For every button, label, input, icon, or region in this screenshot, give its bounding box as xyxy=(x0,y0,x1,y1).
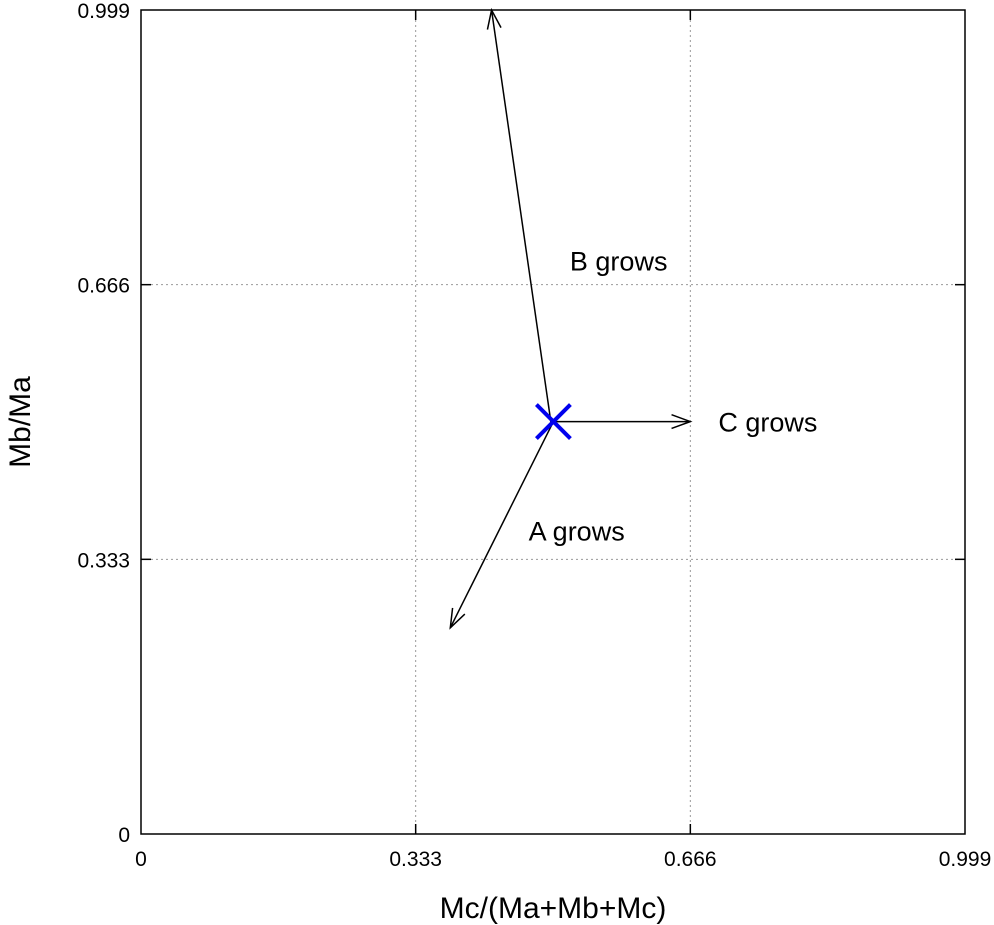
a-grows-arrow-line xyxy=(449,421,555,629)
point-marker-stroke xyxy=(534,403,572,441)
axis-ticks xyxy=(141,10,965,834)
y-axis-label: Mb/Ma xyxy=(4,376,37,468)
x-tick-labels: 0 0.333 0.666 0.999 xyxy=(135,848,991,871)
plot-frame xyxy=(140,9,966,835)
a-grows-arrow-head xyxy=(449,607,466,630)
y-tick-label: 0.333 xyxy=(77,549,130,572)
data-point xyxy=(534,403,572,441)
c-grows-label: C grows xyxy=(718,408,817,438)
y-tick-labels: 0 0.333 0.666 0.999 xyxy=(77,0,130,847)
arrows xyxy=(449,7,693,630)
x-tick-label: 0.666 xyxy=(664,848,717,871)
y-tick-label: 0 xyxy=(118,824,130,847)
x-tick-label: 0 xyxy=(135,848,147,871)
x-axis-label: Mc/(Ma+Mb+Mc) xyxy=(440,892,667,925)
y-tick-label: 0.666 xyxy=(77,275,130,298)
annotations: B grows C grows A grows xyxy=(529,247,818,547)
x-tick-label: 0.999 xyxy=(939,848,992,871)
y-tick-label: 0.999 xyxy=(77,0,130,23)
b-grows-label: B grows xyxy=(570,247,668,277)
b-grows-arrow-line xyxy=(490,9,552,423)
b-grows-arrow-head xyxy=(486,7,502,30)
x-tick-label: 0.333 xyxy=(389,848,442,871)
a-grows-label: A grows xyxy=(529,516,625,546)
c-grows-arrow-head xyxy=(671,414,693,430)
